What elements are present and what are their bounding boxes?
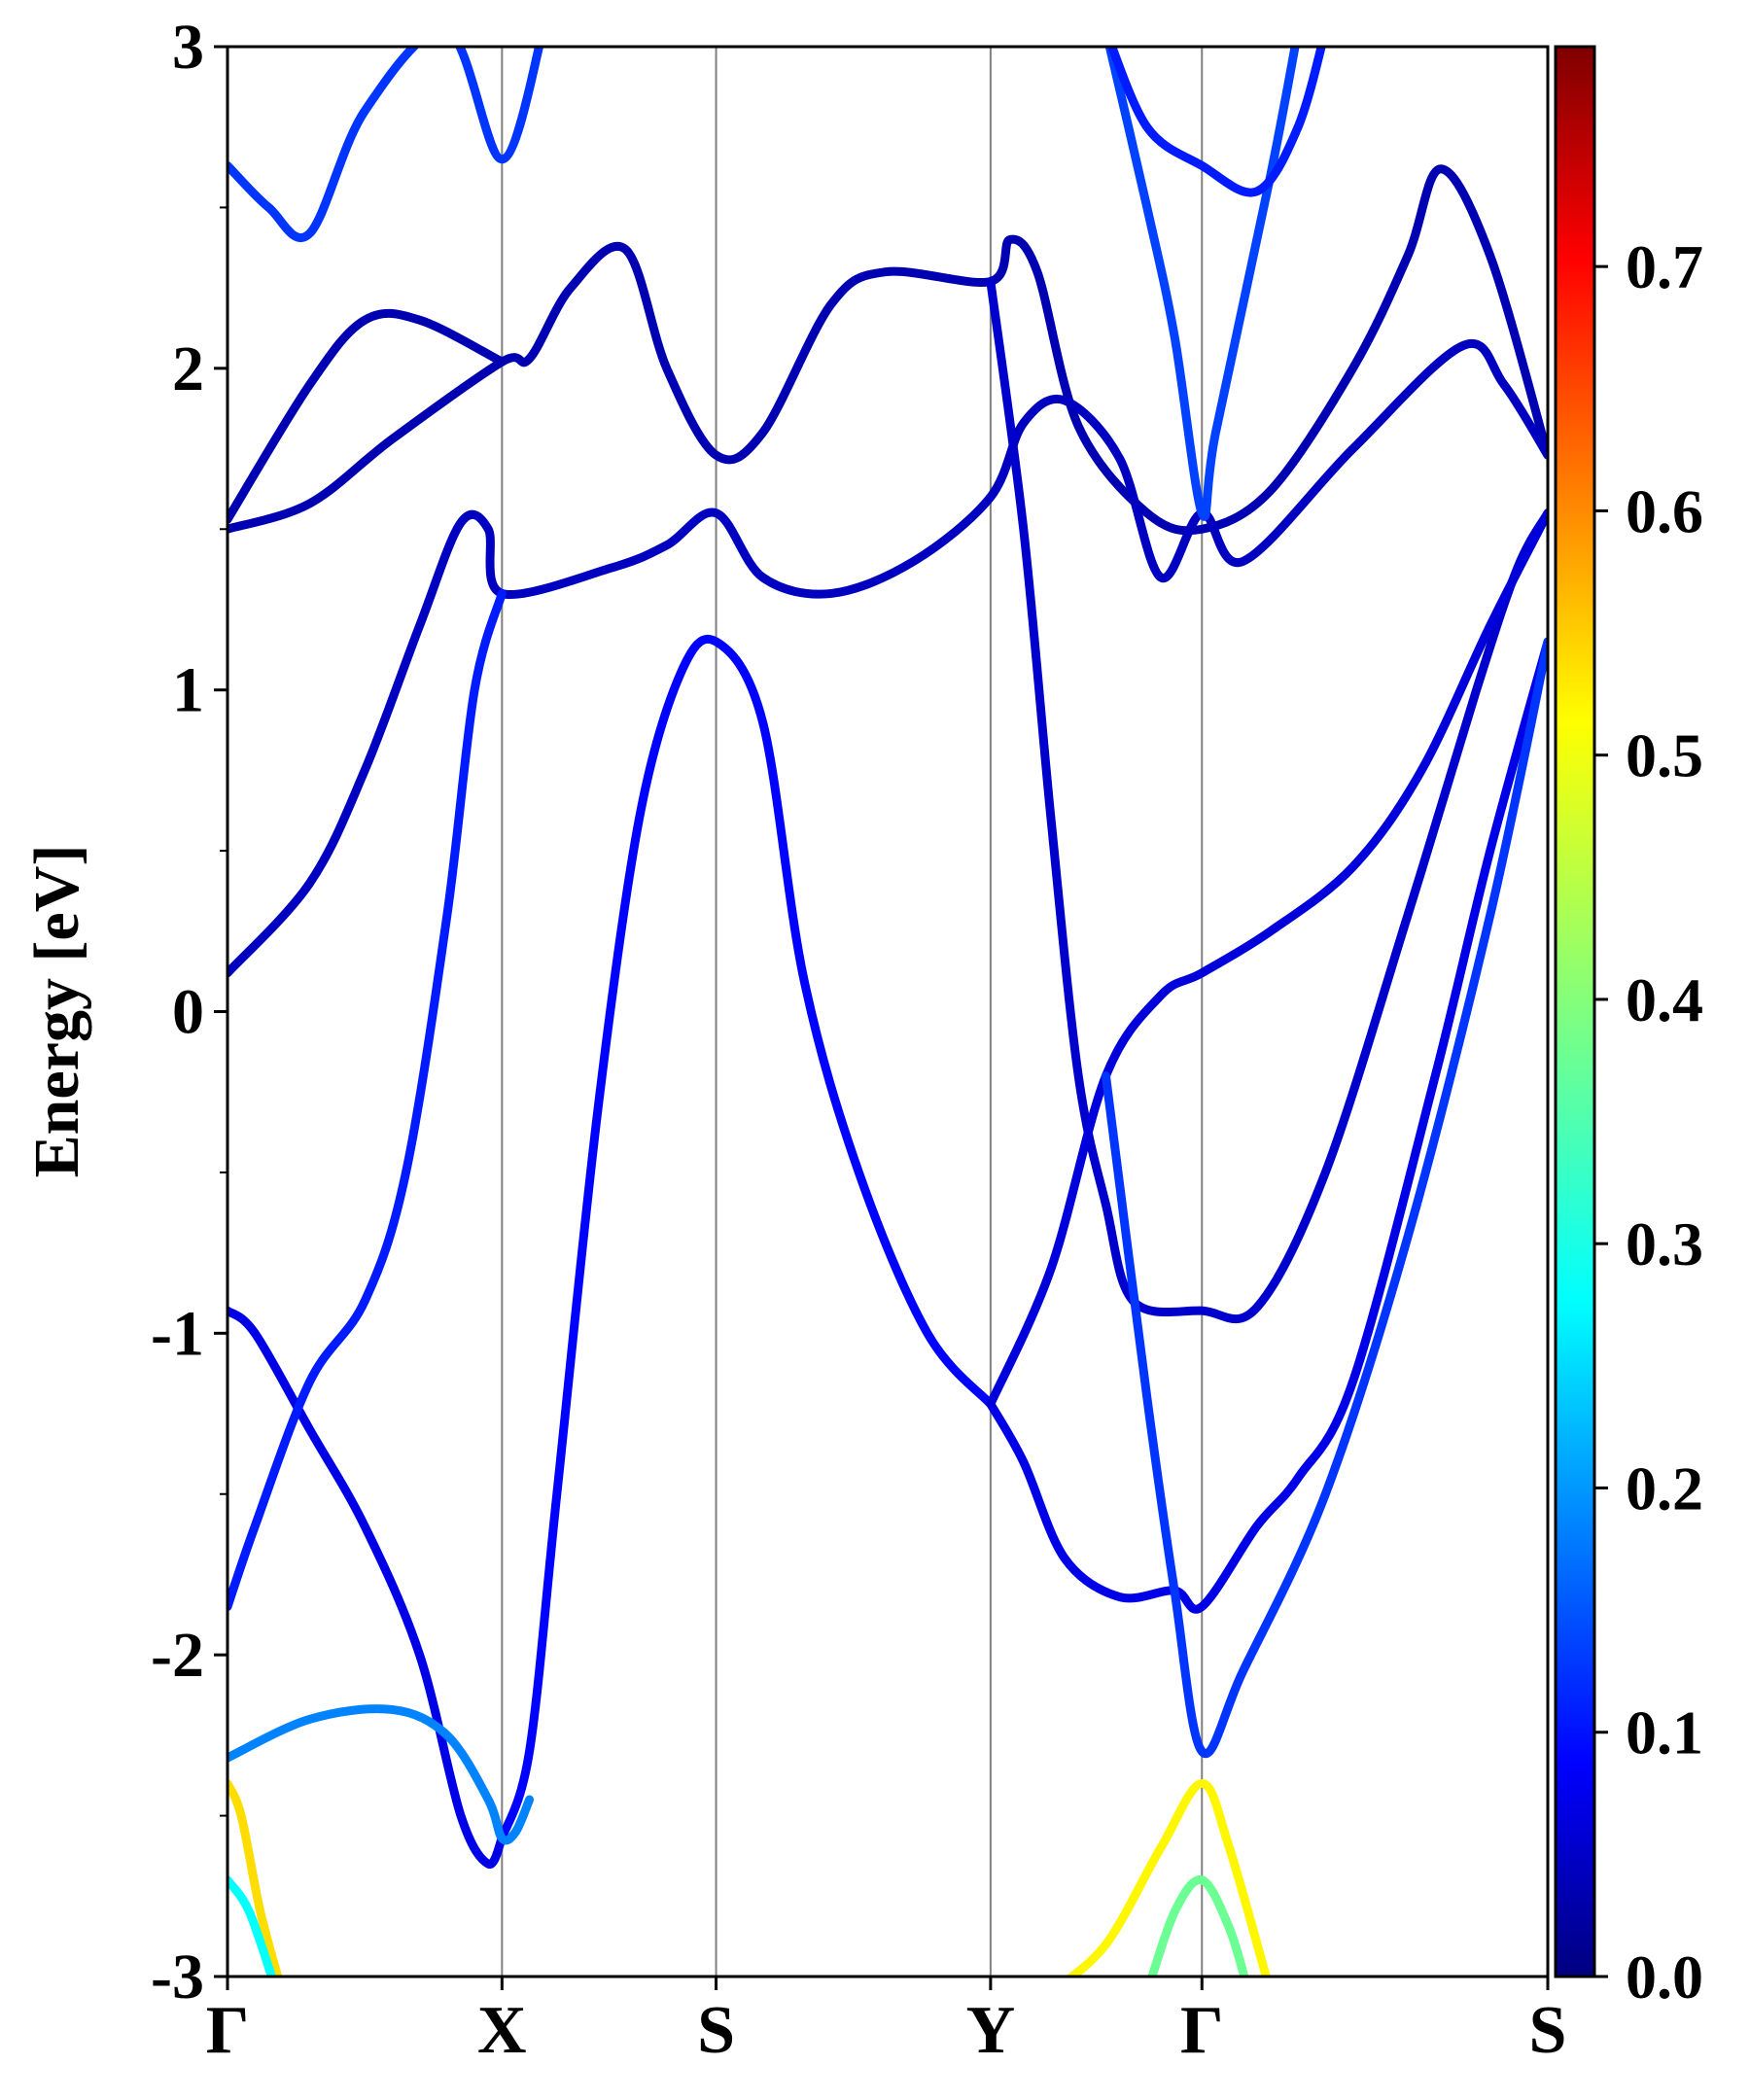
band-line <box>1065 1779 1271 1977</box>
band-line <box>986 277 1548 1324</box>
colorbar-tick-label: 0.2 <box>1626 1453 1703 1522</box>
colorbar <box>1554 45 1596 1978</box>
colorbar-tick-label: 0.3 <box>1626 1209 1703 1278</box>
band-line <box>228 339 1548 978</box>
band-line <box>228 1306 507 1869</box>
colorbar-tick-label: 0.6 <box>1626 476 1703 545</box>
band-line <box>1147 1875 1249 1977</box>
band-line <box>228 308 507 524</box>
y-tick-label: 0 <box>172 977 204 1048</box>
y-tick-label: -3 <box>151 1942 204 2012</box>
y-axis: -3 -2 -1 0 1 2 3 <box>151 12 228 2012</box>
y-tick-label: 2 <box>172 333 204 404</box>
x-tick-label: S <box>697 1993 735 2068</box>
colorbar-tick-label: 0.0 <box>1626 1942 1703 2012</box>
band-line <box>1106 47 1326 197</box>
colorbar-axis: 0.0 0.1 0.2 0.3 0.4 0.5 0.6 0.7 <box>1594 232 1703 2012</box>
band-line <box>497 634 996 1843</box>
band-line <box>228 164 1548 536</box>
x-tick-label: X <box>477 1993 527 2068</box>
x-tick-label: Γ <box>1180 1993 1224 2068</box>
colorbar-tick-label: 0.7 <box>1626 232 1703 301</box>
band-lines <box>228 47 1548 1977</box>
x-tick-label: Y <box>966 1993 1016 2068</box>
band-line <box>986 508 1548 1409</box>
band-line <box>228 1779 283 1977</box>
colorbar-tick-label: 0.4 <box>1626 965 1703 1034</box>
y-tick-label: 1 <box>172 655 204 726</box>
band-line <box>1101 637 1548 1759</box>
band-line <box>228 47 544 242</box>
y-tick-label: 3 <box>172 12 204 83</box>
y-tick-label: -2 <box>151 1620 204 1691</box>
x-tick-label: Γ <box>206 1993 250 2068</box>
x-tick-label: S <box>1529 1993 1567 2068</box>
y-axis-label: Energy [eV] <box>21 845 92 1178</box>
band-line <box>228 1704 535 1845</box>
colorbar-tick-label: 0.5 <box>1626 721 1703 790</box>
band-line <box>228 588 507 1612</box>
colorbar-tick-label: 0.1 <box>1626 1698 1703 1768</box>
band-line <box>986 637 1548 1614</box>
kpoint-grid-lines <box>501 47 1204 1977</box>
y-tick-label: -1 <box>151 1298 204 1369</box>
